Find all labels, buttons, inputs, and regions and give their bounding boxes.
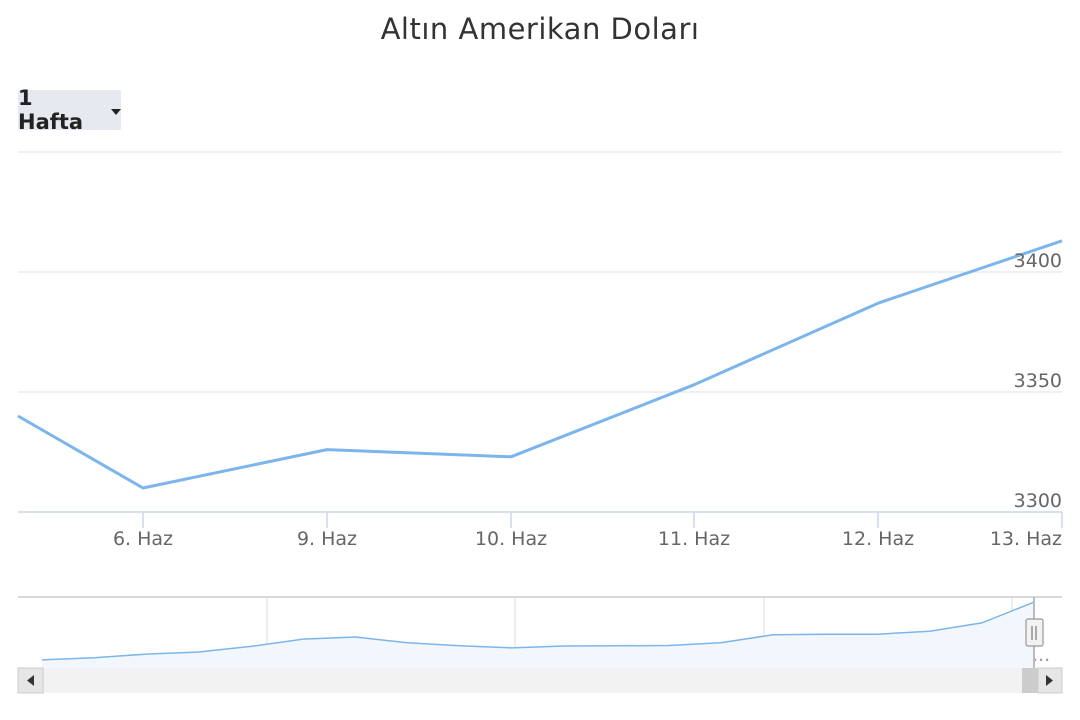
chevron-down-icon xyxy=(111,108,121,115)
navigator-handle[interactable] xyxy=(1025,618,1044,647)
scrollbar xyxy=(17,667,1063,694)
x-tick-label: 9. Haz xyxy=(297,528,357,550)
x-tick-label: 6. Haz xyxy=(113,528,173,550)
chart-title: Altın Amerikan Doları xyxy=(380,12,700,46)
x-tick-label: 12. Haz xyxy=(842,528,914,550)
x-tick-label: 13. Haz xyxy=(990,528,1062,550)
scrollbar-track[interactable] xyxy=(18,668,1062,693)
x-tick-label: 10. Haz xyxy=(475,528,547,550)
y-axis: 3300 3350 3400 xyxy=(1014,250,1062,512)
range-selector-label: 1 Hafta xyxy=(18,86,84,134)
range-selector-dropdown[interactable]: 1 Hafta xyxy=(18,86,121,134)
scrollbar-thumb[interactable] xyxy=(1022,668,1038,693)
x-tick-label: 11. Haz xyxy=(658,528,730,550)
grid-lines xyxy=(18,151,1062,393)
navigator-line xyxy=(41,601,1035,661)
arrow-left-icon xyxy=(27,675,34,686)
navigator-area xyxy=(42,602,1034,668)
x-axis: 6. Haz 9. Haz 10. Haz 11. Haz 12. Haz 13. Haz xyxy=(18,511,1063,550)
y-tick-label: 3350 xyxy=(1014,370,1062,392)
arrow-right-icon xyxy=(1046,675,1053,686)
y-tick-label: 3400 xyxy=(1014,250,1062,272)
navigator: 2010201520202... xyxy=(18,596,1062,668)
y-tick-label: 3300 xyxy=(1014,490,1062,512)
main-series xyxy=(17,239,1063,490)
price-line xyxy=(17,239,1063,490)
